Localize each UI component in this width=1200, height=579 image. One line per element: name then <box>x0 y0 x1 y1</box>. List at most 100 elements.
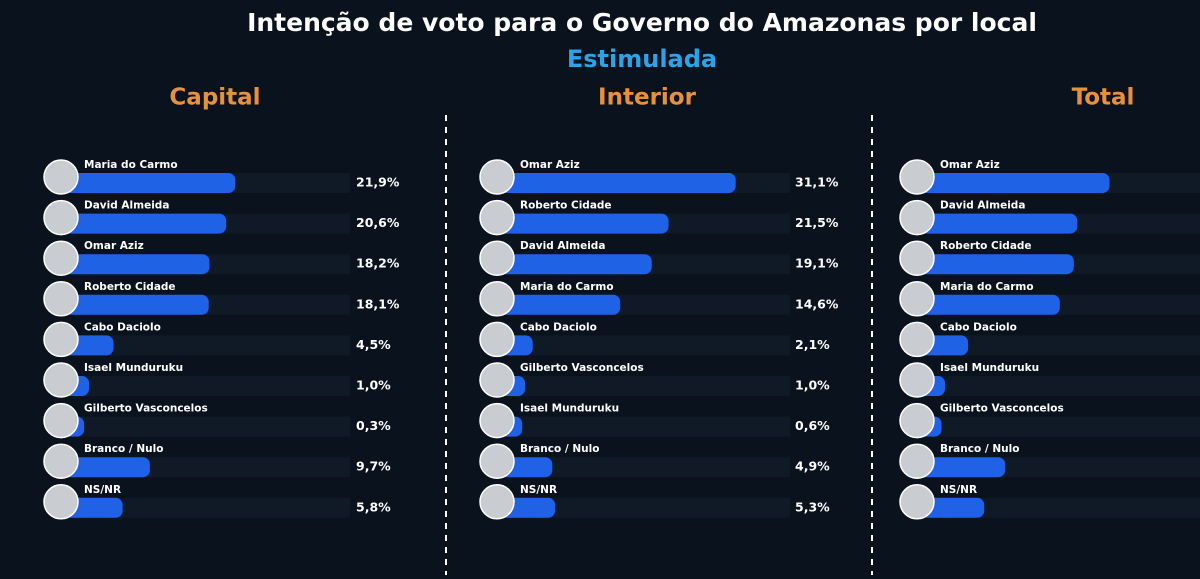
bar-track <box>918 335 1200 356</box>
bar <box>918 294 1060 315</box>
candidate-name: Gilberto Vasconcelos <box>84 403 208 415</box>
candidate-name: Isael Munduruku <box>520 403 619 415</box>
candidate-name: Roberto Cidade <box>84 281 176 293</box>
value-label: 1,0% <box>795 378 830 393</box>
bar-track <box>498 416 790 437</box>
value-label: 9,7% <box>356 459 391 474</box>
value-label: 18,2% <box>356 256 400 271</box>
candidate-name: David Almeida <box>84 200 169 212</box>
value-label: 1,0% <box>356 378 391 393</box>
main-title: Intenção de voto para o Governo do Amazo… <box>247 8 1037 37</box>
value-label: 5,3% <box>795 499 830 514</box>
value-label: 19,1% <box>795 256 839 271</box>
panel-title: Interior <box>598 85 697 111</box>
value-label: 2,1% <box>795 337 830 352</box>
bar <box>918 254 1074 275</box>
candidate-name: Cabo Daciolo <box>940 321 1017 333</box>
avatar <box>899 362 935 398</box>
bar <box>498 173 736 193</box>
bar-track <box>62 497 350 518</box>
panel-title: Total <box>1072 85 1135 111</box>
bar-track <box>498 497 790 518</box>
value-label: 31,1% <box>795 175 839 190</box>
value-label: 21,9% <box>356 175 400 190</box>
avatar <box>479 159 515 195</box>
candidate-name: Isael Munduruku <box>940 362 1039 374</box>
bar-track <box>498 457 790 478</box>
candidate-name: Branco / Nulo <box>84 443 163 455</box>
value-label: 5,8% <box>356 499 391 514</box>
avatar <box>43 362 79 398</box>
candidate-name: Branco / Nulo <box>940 443 1019 455</box>
candidate-name: Omar Aziz <box>520 159 580 171</box>
bar-track <box>918 376 1200 396</box>
candidate-name: Maria do Carmo <box>84 159 178 171</box>
bar <box>498 294 621 315</box>
avatar <box>899 402 935 439</box>
avatar <box>43 159 79 195</box>
bar-track <box>62 416 350 437</box>
avatar <box>479 199 515 236</box>
value-label: 20,6% <box>356 215 400 230</box>
bar-track <box>62 376 350 396</box>
avatar <box>43 443 79 479</box>
avatar <box>899 321 935 358</box>
value-label: 14,6% <box>795 296 839 311</box>
bar-track <box>498 376 790 396</box>
value-label: 4,5% <box>356 337 391 352</box>
candidate-name: NS/NR <box>940 484 977 496</box>
avatar <box>899 240 935 276</box>
avatar <box>43 281 79 317</box>
bar <box>62 457 150 478</box>
value-label: 4,9% <box>795 459 830 474</box>
subtitle: Estimulada <box>567 45 717 73</box>
bar-track <box>918 416 1200 437</box>
candidate-name: Maria do Carmo <box>940 281 1034 293</box>
avatar <box>43 484 79 520</box>
value-label: 0,3% <box>356 418 391 433</box>
value-label: 18,1% <box>356 296 400 311</box>
avatar <box>899 281 935 317</box>
avatar <box>43 240 79 276</box>
candidate-name: Roberto Cidade <box>940 240 1032 252</box>
avatar <box>43 321 79 358</box>
avatar <box>479 484 515 520</box>
candidate-name: Gilberto Vasconcelos <box>940 403 1064 415</box>
bar <box>918 457 1006 478</box>
bar <box>62 173 236 193</box>
candidate-name: Maria do Carmo <box>520 281 614 293</box>
bar <box>62 254 210 275</box>
bar <box>498 254 652 275</box>
avatar <box>43 402 79 439</box>
candidate-name: Omar Aziz <box>84 240 144 252</box>
candidate-name: NS/NR <box>520 484 557 496</box>
panel-title: Capital <box>169 85 260 111</box>
candidate-name: Omar Aziz <box>940 159 1000 171</box>
candidate-name: Roberto Cidade <box>520 200 612 212</box>
bar-track <box>62 335 350 356</box>
avatar <box>899 484 935 520</box>
avatar <box>479 281 515 317</box>
candidate-name: David Almeida <box>940 200 1025 212</box>
candidate-name: Cabo Daciolo <box>84 321 161 333</box>
bar <box>918 213 1078 234</box>
value-label: 0,6% <box>795 418 830 433</box>
avatar <box>899 159 935 195</box>
avatar <box>43 199 79 236</box>
bar-track <box>918 497 1200 518</box>
candidate-name: Isael Munduruku <box>84 362 183 374</box>
bar <box>498 213 669 234</box>
bar <box>62 294 209 315</box>
avatar <box>479 240 515 276</box>
bar <box>62 213 227 234</box>
avatar <box>899 443 935 479</box>
candidate-name: Branco / Nulo <box>520 443 599 455</box>
candidate-name: Gilberto Vasconcelos <box>520 362 644 374</box>
avatar <box>479 443 515 479</box>
bar-track <box>498 335 790 356</box>
bar <box>918 173 1110 193</box>
avatar <box>899 199 935 236</box>
